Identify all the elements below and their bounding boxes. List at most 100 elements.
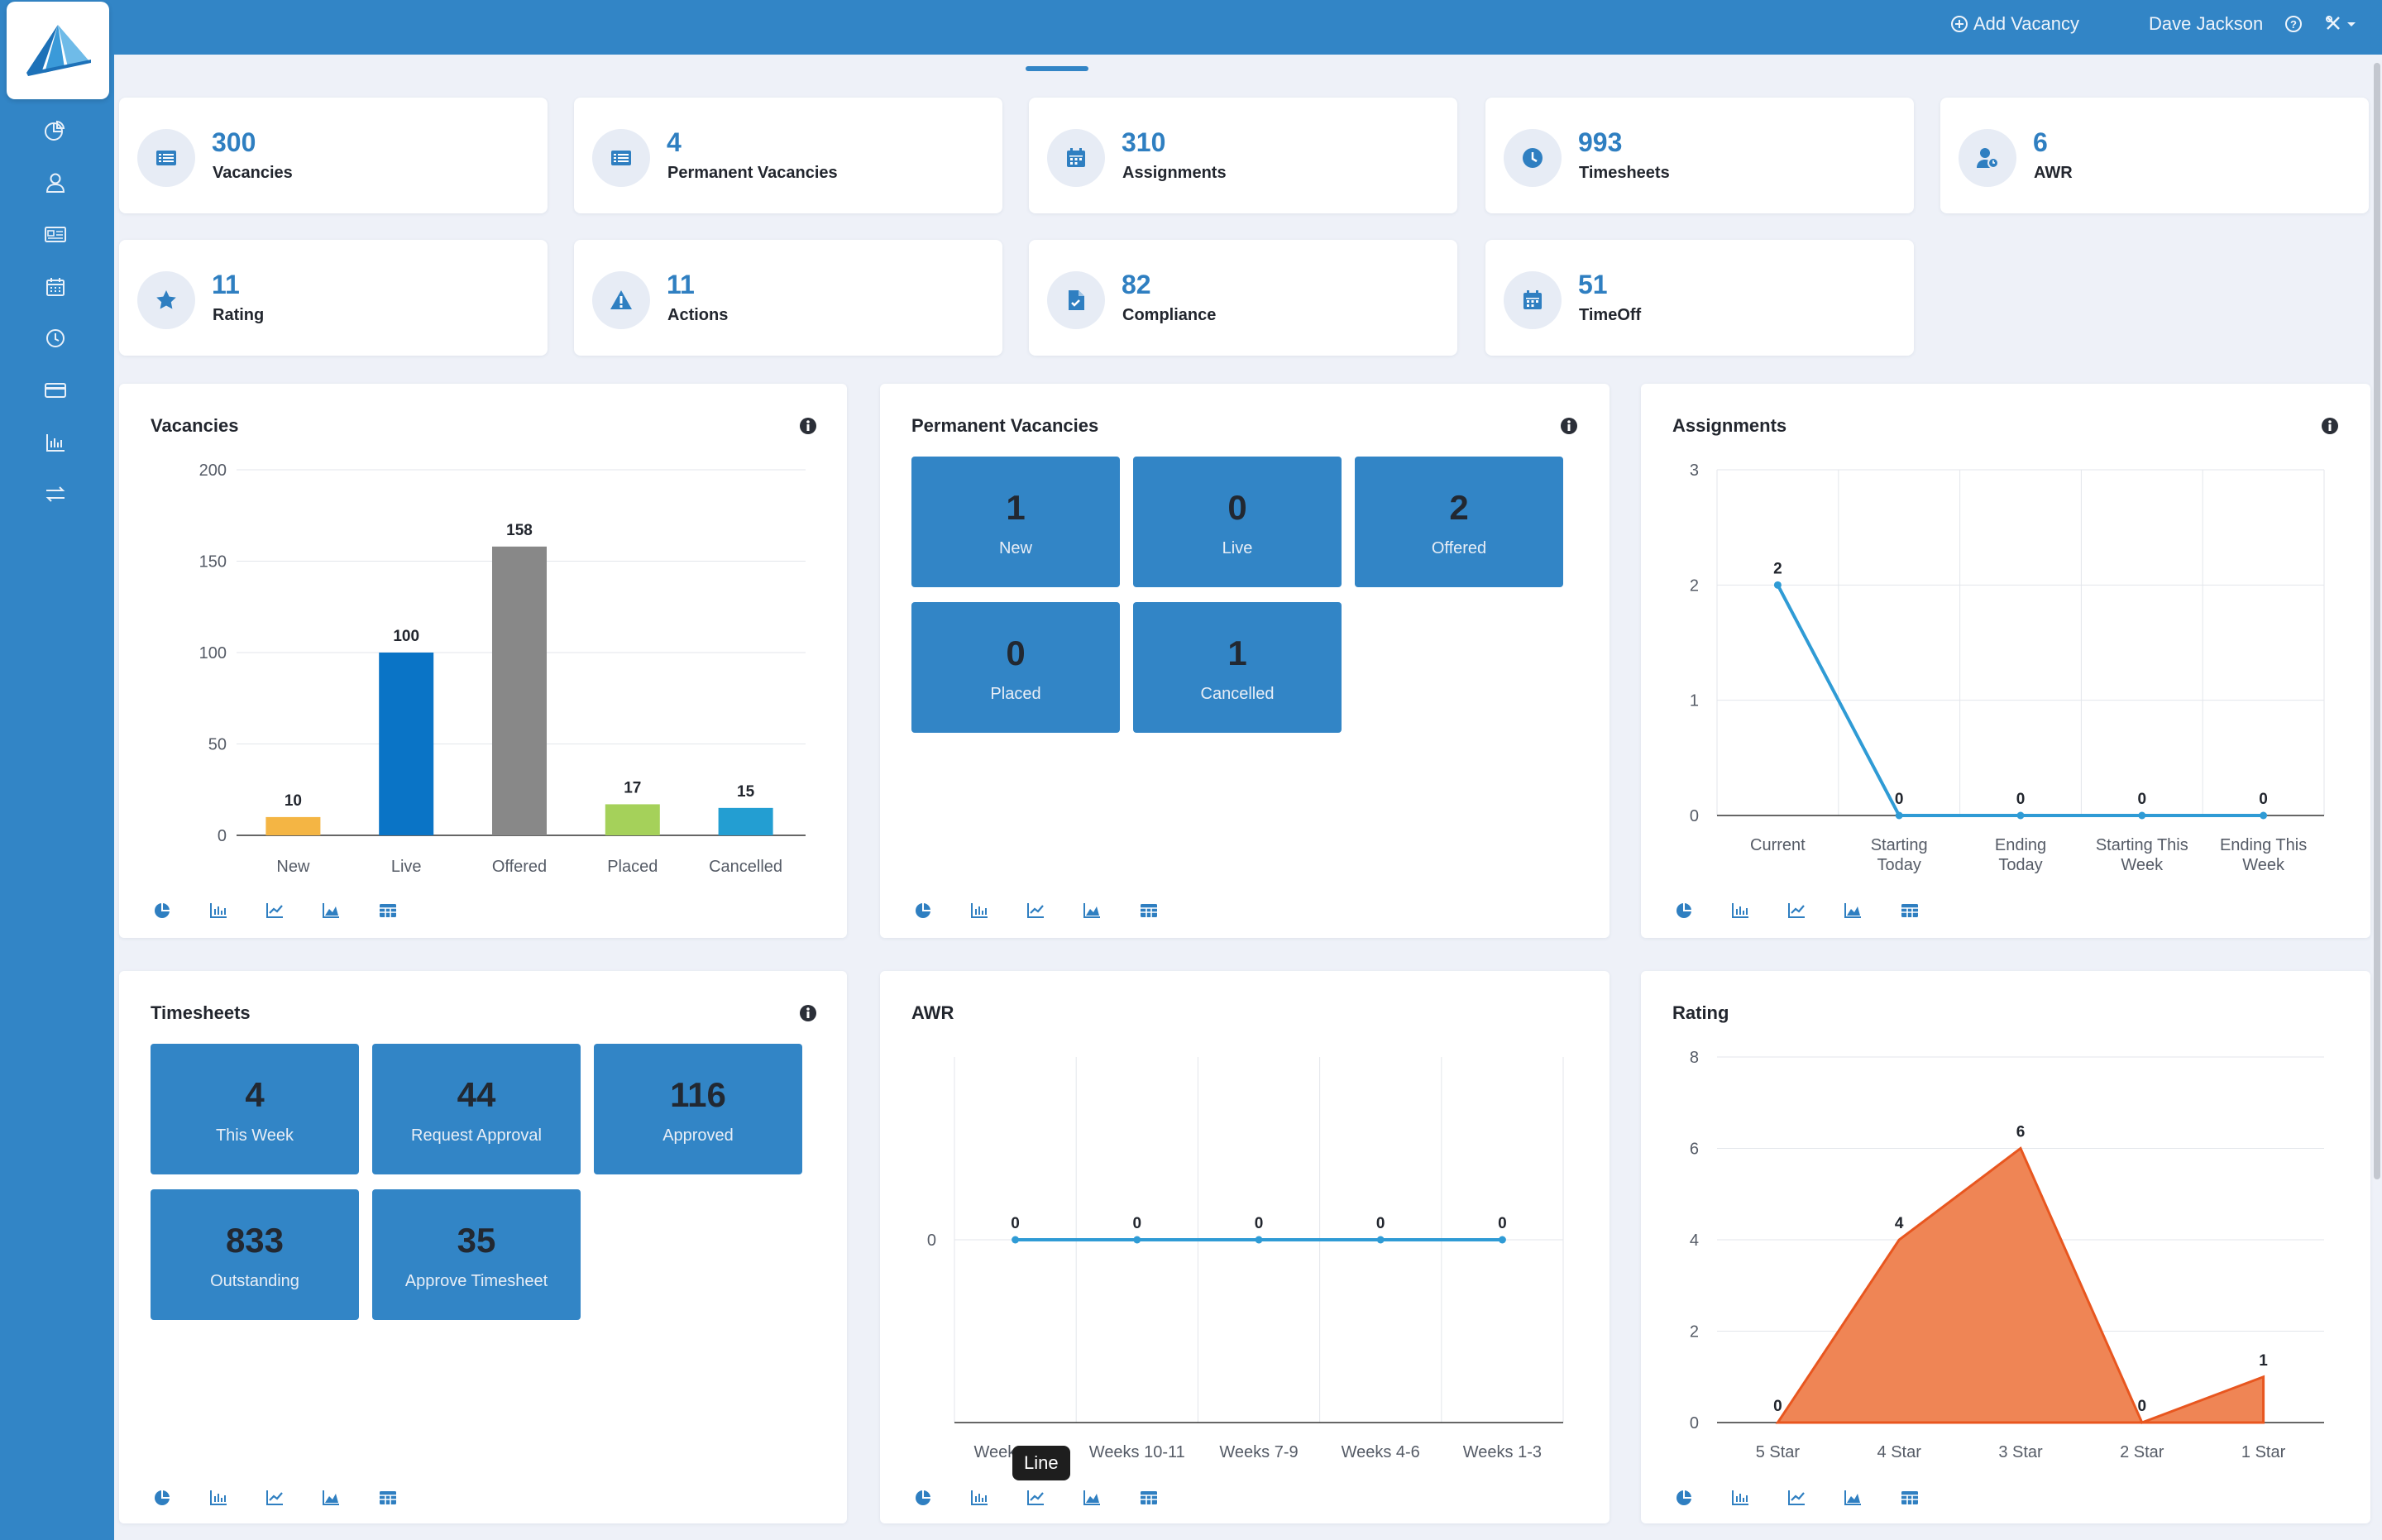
- calendar-icon: [46, 278, 65, 296]
- id-card-icon: [45, 227, 66, 242]
- line-chart-button[interactable]: [1786, 1487, 1808, 1509]
- bar-chart-button[interactable]: [969, 1487, 991, 1509]
- x-tick-label: Live: [391, 858, 422, 876]
- line-chart-icon: [266, 1490, 283, 1505]
- pie-chart-button[interactable]: [1674, 900, 1696, 921]
- stat-card-permanent-vacancies[interactable]: 4 Permanent Vacancies: [574, 98, 1002, 213]
- pie-chart-button[interactable]: [913, 1487, 935, 1509]
- sidebar-item-id-card[interactable]: [41, 220, 69, 248]
- bar-chart-button[interactable]: [208, 1487, 230, 1509]
- tile-value: 44: [457, 1075, 496, 1114]
- line-chart-button[interactable]: [265, 1487, 286, 1509]
- bar-chart-button[interactable]: [1730, 900, 1752, 921]
- tile-live[interactable]: 0 Live: [1133, 457, 1342, 587]
- x-tick-label: Offered: [492, 858, 547, 876]
- tile-this-week[interactable]: 4 This Week: [151, 1044, 359, 1174]
- pie-chart-button[interactable]: [1674, 1487, 1696, 1509]
- table-button[interactable]: [1138, 900, 1160, 921]
- y-tick-label: 4: [1690, 1232, 1699, 1250]
- table-button[interactable]: [1899, 1487, 1920, 1509]
- table-button[interactable]: [1138, 1487, 1160, 1509]
- user-menu[interactable]: Dave Jackson: [2149, 0, 2263, 48]
- stat-card-timesheets[interactable]: 993 Timesheets: [1485, 98, 1914, 213]
- table-button[interactable]: [1899, 900, 1920, 921]
- info-icon[interactable]: [799, 1004, 817, 1022]
- area-chart-button[interactable]: [321, 1487, 342, 1509]
- stat-value: 11: [667, 270, 695, 299]
- bar-chart-button[interactable]: [969, 900, 991, 921]
- area-chart-button[interactable]: [321, 900, 342, 921]
- stat-card-timeoff[interactable]: 51 TimeOff: [1485, 240, 1914, 356]
- stat-card-compliance[interactable]: 82 Compliance: [1029, 240, 1457, 356]
- area-chart-button[interactable]: [1843, 1487, 1864, 1509]
- x-tick-label: Weeks 1-3: [1463, 1443, 1542, 1461]
- sidebar-item-calendar[interactable]: [41, 273, 69, 301]
- stat-card-awr[interactable]: 6 AWR: [1940, 98, 2369, 213]
- stat-value: 11: [212, 270, 240, 299]
- data-label: 0: [2259, 791, 2268, 808]
- chart-type-toolbar: [913, 1487, 1160, 1509]
- line-chart-button[interactable]: [1026, 1487, 1047, 1509]
- table-button[interactable]: [377, 900, 399, 921]
- tile-cancelled[interactable]: 1 Cancelled: [1133, 602, 1342, 733]
- sidebar-item-bar-chart[interactable]: [41, 428, 69, 457]
- panel-title: AWR: [911, 1002, 954, 1023]
- tile-approve-timesheet[interactable]: 35 Approve Timesheet: [372, 1189, 581, 1320]
- info-icon[interactable]: [2321, 417, 2339, 435]
- panel-title: Timesheets: [151, 1002, 251, 1023]
- pie-chart-button[interactable]: [913, 900, 935, 921]
- pie-chart-button[interactable]: [152, 1487, 174, 1509]
- app-logo[interactable]: [7, 2, 109, 99]
- bar-chart-button[interactable]: [1730, 1487, 1752, 1509]
- y-tick-label: 200: [199, 462, 227, 480]
- line-chart-button[interactable]: [265, 900, 286, 921]
- stat-card-vacancies[interactable]: 300 Vacancies: [119, 98, 548, 213]
- tile-request-approval[interactable]: 44 Request Approval: [372, 1044, 581, 1174]
- line-chart-icon: [1788, 903, 1805, 918]
- pie-chart-button[interactable]: [152, 900, 174, 921]
- timesheets-panel: Timesheets 4 This Week 44 Request Approv…: [119, 971, 847, 1523]
- list-icon: [592, 129, 650, 187]
- stat-label: Compliance: [1122, 306, 1217, 324]
- data-point: [1895, 811, 1903, 820]
- stat-label: Actions: [667, 306, 729, 324]
- info-icon[interactable]: [1560, 417, 1578, 435]
- help-button[interactable]: ?: [2284, 0, 2303, 48]
- area-chart-button[interactable]: [1843, 900, 1864, 921]
- line-chart-button[interactable]: [1026, 900, 1047, 921]
- tile-outstanding[interactable]: 833 Outstanding: [151, 1189, 359, 1320]
- data-label: 0: [1255, 1215, 1264, 1232]
- rating-panel: Rating 0 2 4 6 8 0 4 6 0 1 5 Star 4 Star 3 Star 2 Sta…: [1641, 971, 2370, 1523]
- sidebar-item-user[interactable]: [41, 169, 69, 197]
- tile-new[interactable]: 1 New: [911, 457, 1120, 587]
- vacancies-bar-chart: 0 50 100 150 200 10 New 100 Live 158 Offered 17 Plac…: [199, 462, 806, 876]
- stat-card-assignments[interactable]: 310 Assignments: [1029, 98, 1457, 213]
- sidebar-item-clock[interactable]: [41, 324, 69, 352]
- clock-icon: [46, 329, 65, 347]
- settings-menu-button[interactable]: [2324, 0, 2357, 48]
- table-button[interactable]: [377, 1487, 399, 1509]
- bar-chart-button[interactable]: [208, 900, 230, 921]
- area-chart-button[interactable]: [1082, 1487, 1103, 1509]
- line-chart-button[interactable]: [1786, 900, 1808, 921]
- add-vacancy-button[interactable]: Add Vacancy: [1950, 0, 2079, 48]
- sidebar-item-dashboard-chart[interactable]: [41, 117, 69, 146]
- stat-card-actions[interactable]: 11 Actions: [574, 240, 1002, 356]
- data-label: 2: [1773, 560, 1782, 577]
- tile-placed[interactable]: 0 Placed: [911, 602, 1120, 733]
- sidebar-item-credit-card[interactable]: [41, 375, 69, 404]
- scrollbar-thumb[interactable]: [2374, 63, 2380, 1179]
- sidebar-item-transfer[interactable]: [41, 480, 69, 508]
- warning-icon: [592, 271, 650, 329]
- tile-approved[interactable]: 116 Approved: [594, 1044, 802, 1174]
- area-chart-icon: [323, 1490, 339, 1505]
- tile-offered[interactable]: 2 Offered: [1355, 457, 1563, 587]
- y-tick-label: 50: [208, 736, 227, 754]
- info-icon[interactable]: [799, 417, 817, 435]
- area-chart-icon: [1083, 903, 1100, 918]
- stat-card-rating[interactable]: 11 Rating: [119, 240, 548, 356]
- y-tick-label: 0: [1690, 1414, 1699, 1432]
- data-point: [2016, 811, 2025, 820]
- area-chart-button[interactable]: [1082, 900, 1103, 921]
- x-tick-label: 2 Star: [2120, 1443, 2164, 1461]
